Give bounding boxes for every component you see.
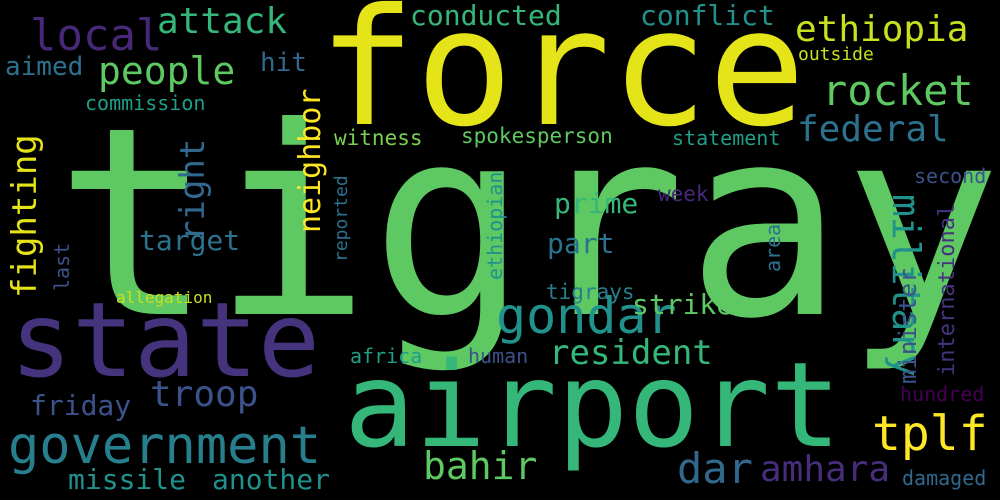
word-ethiopian: ethiopian (483, 171, 507, 280)
word-commission: commission (85, 91, 206, 115)
word-right: right (173, 138, 213, 241)
word-human: human (468, 344, 529, 368)
word-people: people (98, 49, 236, 93)
word-hit: hit (260, 48, 307, 78)
word-fighting: fighting (5, 134, 45, 298)
word-week: week (658, 182, 709, 206)
word-witness: witness (334, 126, 423, 150)
word-statement: statement (672, 126, 781, 150)
word-spokesperson: spokesperson (461, 124, 613, 148)
word-bahir: bahir (423, 444, 538, 488)
word-second: second (914, 164, 987, 188)
word-reported: reported (331, 175, 352, 262)
word-government: government (8, 416, 322, 476)
word-federal: federal (797, 109, 949, 150)
word-state: state (10, 281, 321, 401)
word-africa: africa (350, 344, 423, 368)
word-international: international (935, 203, 960, 376)
word-damaged: damaged (902, 466, 987, 490)
word-tplf: tplf (872, 406, 988, 462)
word-conducted: conducted (410, 0, 562, 32)
word-resident: resident (549, 333, 713, 373)
word-ethiopia: ethiopia (795, 9, 969, 50)
word-another: another (212, 463, 331, 496)
word-tigray: tigray (55, 71, 1000, 376)
word-dar: dar (677, 444, 753, 493)
word-amhara: amhara (760, 449, 891, 490)
word-aimed: aimed (5, 52, 84, 82)
word-strike: strike (632, 288, 734, 321)
word-rocket: rocket (822, 66, 974, 115)
word-last: last (50, 242, 74, 291)
word-force: force (318, 0, 806, 163)
word-conflict: conflict (640, 0, 775, 32)
word-neighbor: neighbor (293, 88, 328, 234)
word-allegation: allegation (116, 288, 213, 307)
word-target: target (139, 224, 241, 257)
word-part: part (547, 227, 615, 260)
word-friday: friday (30, 389, 132, 422)
word-tigrays: tigrays (546, 280, 635, 304)
word-troop: troop (150, 374, 259, 415)
word-gondar: gondar (496, 287, 677, 345)
word-minister: minister (894, 268, 922, 384)
word-attack: attack (157, 1, 288, 42)
word-local: local (30, 10, 163, 61)
word-prime: prime (554, 187, 639, 220)
word-missile: missile (68, 463, 187, 496)
word-area: area (761, 223, 785, 272)
word-outside: outside (798, 44, 874, 65)
word-hundred: hundred (900, 382, 985, 406)
word-airport: airport (344, 336, 842, 474)
